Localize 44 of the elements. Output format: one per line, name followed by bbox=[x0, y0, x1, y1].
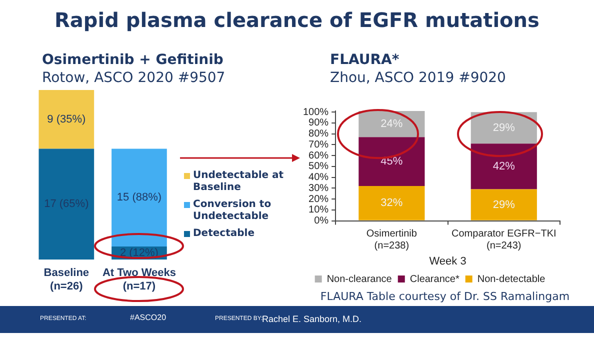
bar bbox=[358, 137, 425, 186]
y-tick-label: 10% bbox=[308, 204, 329, 216]
x-tick-label: Osimertinib (n=238) bbox=[366, 228, 418, 252]
data-label: 29% bbox=[492, 198, 516, 211]
legend-label: Non-detectable bbox=[477, 274, 546, 285]
text: FLAURA Table courtesy of Dr. SS Ramalingam bbox=[319, 290, 571, 303]
x-tick-label: Baseline (n=26) bbox=[44, 267, 90, 292]
y-tick-label: 20% bbox=[308, 194, 329, 205]
legend-label: Undetectable at Baseline bbox=[193, 170, 284, 194]
data-label: 29% bbox=[492, 122, 516, 134]
x-axis-title: Week 3 bbox=[429, 255, 466, 268]
y-tick-label: 70% bbox=[308, 139, 329, 150]
chart-subtitle: Rotow, ASCO 2020 #9507 bbox=[42, 70, 226, 86]
y-tick-label: 80% bbox=[308, 128, 329, 140]
legend-label: Conversion to Undetectable bbox=[193, 199, 272, 223]
text: Rachel E. Sanborn, M.D. bbox=[262, 314, 362, 324]
chart-title: Osimertinib + Gefitinib bbox=[42, 52, 224, 68]
y-tick-label: 90% bbox=[308, 118, 329, 129]
data-label: 32% bbox=[380, 197, 403, 210]
data-label: 2 (12%) bbox=[120, 247, 158, 260]
legend-label: Detectable bbox=[193, 228, 254, 240]
legend-label: Non-clearance bbox=[326, 274, 392, 285]
y-tick-label: 30% bbox=[308, 182, 329, 194]
bar bbox=[470, 189, 537, 220]
legend-label: Clearance* bbox=[410, 274, 460, 285]
data-label: 24% bbox=[380, 118, 403, 130]
data-label: 17 (65%) bbox=[44, 198, 89, 210]
y-tick-label: 60% bbox=[308, 150, 329, 162]
y-tick-label: 40% bbox=[308, 172, 329, 184]
x-tick-label: At Two Weeks (n=17) bbox=[102, 267, 176, 292]
bar bbox=[470, 112, 537, 144]
x-tick-label: Comparator EGFR−TKI (n=243) bbox=[452, 228, 556, 252]
text: Rapid plasma clearance of EGFR mutations bbox=[54, 8, 540, 32]
data-label: 42% bbox=[492, 160, 516, 172]
data-label: 9 (35%) bbox=[47, 113, 86, 126]
chart-subtitle: Zhou, ASCO 2019 #9020 bbox=[330, 70, 506, 86]
y-tick-label: 100% bbox=[303, 106, 329, 118]
chart-title: FLAURA* bbox=[330, 52, 400, 68]
text: #ASCO20 bbox=[130, 313, 166, 322]
bar bbox=[470, 144, 537, 190]
data-label: 15 (88%) bbox=[116, 192, 162, 204]
y-tick-label: 50% bbox=[308, 161, 329, 172]
bar bbox=[358, 186, 425, 220]
y-tick-label: 0% bbox=[314, 216, 329, 227]
